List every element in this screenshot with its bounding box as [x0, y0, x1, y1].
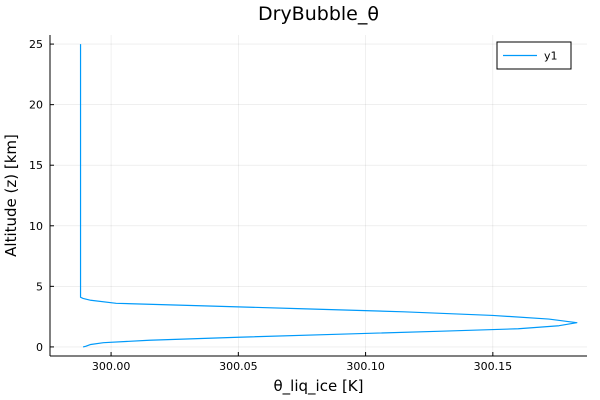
- x-tick-label-0: 300.00: [92, 360, 131, 373]
- series-lines: [79, 44, 578, 348]
- series-line-y1: [79, 44, 578, 348]
- legend: y1: [496, 41, 572, 70]
- y-tick-label-5: 25: [29, 38, 43, 51]
- y-tick-label-0: 0: [36, 341, 43, 354]
- legend-label-y1: y1: [544, 50, 558, 63]
- x-axis-label: θ_liq_ice [K]: [274, 377, 364, 396]
- x-tick-label-1: 300.05: [219, 360, 258, 373]
- y-tick-label-2: 10: [29, 220, 43, 233]
- y-tick-label-1: 5: [36, 280, 43, 293]
- plot-frame: [49, 35, 587, 357]
- y-tick-label-4: 20: [29, 99, 43, 112]
- axis-ticks: 300.00 300.05 300.10 300.15 0 5 10 15 20 25: [29, 38, 512, 373]
- y-axis-label: Altitude (z) [km]: [2, 134, 20, 257]
- x-tick-label-2: 300.10: [346, 360, 385, 373]
- y-tick-label-3: 15: [29, 159, 43, 172]
- chart-title: DryBubble_θ: [258, 3, 379, 25]
- x-tick-label-3: 300.15: [474, 360, 513, 373]
